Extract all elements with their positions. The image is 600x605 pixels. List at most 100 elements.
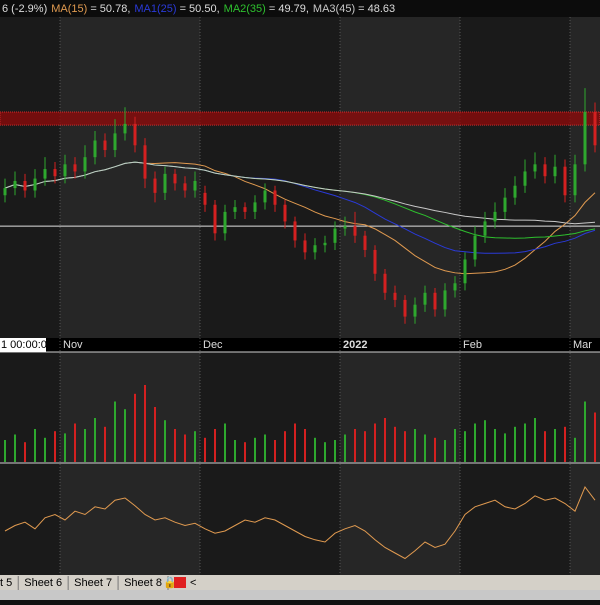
legend-text: = 50.50, [180, 3, 220, 15]
sheet-tab[interactable]: Sheet 8 [124, 576, 169, 590]
sheet-tab[interactable]: Sheet 7 [74, 576, 119, 590]
volume-bar [414, 429, 416, 462]
candle-body [363, 235, 367, 250]
legend-text: MA2(35) [224, 3, 266, 15]
volume-bar [64, 433, 66, 462]
candle-body [583, 111, 587, 165]
header: 6 (-2.9%) MA(15) = 50.78, MA1(25) = 50.50, MA… [2, 3, 395, 15]
volume-bar [94, 418, 96, 462]
volume-bar [144, 385, 146, 462]
candle-body [483, 221, 487, 236]
volume-bar [104, 426, 106, 462]
candle-body [463, 259, 467, 284]
volume-bar [524, 423, 526, 462]
sheet-tab-label[interactable]: Sheet 6 [24, 577, 62, 589]
candle-body [143, 145, 147, 179]
volume-bar [74, 423, 76, 462]
candle-body [63, 164, 67, 177]
candle-body [203, 192, 207, 205]
month-band [200, 17, 340, 575]
volume-bar [34, 429, 36, 462]
volume-bar [54, 431, 56, 462]
candle-body [53, 169, 57, 177]
volume-bar [354, 429, 356, 462]
volume-bar [184, 434, 186, 462]
month-band [340, 17, 460, 575]
sheet-icon[interactable] [174, 577, 186, 588]
sheet-tab[interactable]: Sheet 6 [24, 576, 69, 590]
legend-text: MA1(25) [134, 3, 176, 15]
candle-body [393, 292, 397, 300]
candle-body [433, 292, 437, 310]
volume-bar [474, 423, 476, 462]
volume-bar [584, 401, 586, 462]
candle-body [223, 211, 227, 234]
resistance-zone [0, 111, 600, 126]
volume-bar [394, 426, 396, 462]
volume-bar [504, 433, 506, 462]
volume-bar [434, 437, 436, 462]
candle-body [243, 207, 247, 212]
candle-body [93, 140, 97, 158]
candle-body [513, 185, 517, 198]
candle-body [73, 164, 77, 172]
volume-bar [554, 429, 556, 462]
candle-body [103, 140, 107, 151]
oscillator-line [4, 486, 596, 560]
status-bar [0, 590, 600, 600]
month-band [460, 17, 570, 575]
volume-bar [344, 434, 346, 462]
volume-bar [274, 440, 276, 462]
candle-body [493, 211, 497, 222]
candle-body [383, 273, 387, 293]
candle-body [263, 190, 267, 203]
volume-bar [514, 426, 516, 462]
date-box [0, 338, 46, 352]
moving-average [4, 161, 596, 225]
volume-bar [294, 423, 296, 462]
volume-bar [4, 440, 6, 462]
candle-body [523, 171, 527, 186]
volume-bar [324, 442, 326, 462]
candle-body [413, 304, 417, 317]
share-icon[interactable]: < [190, 577, 196, 589]
volume-bar [24, 442, 26, 462]
month-band [60, 17, 200, 575]
volume-bar [494, 429, 496, 462]
candle-body [173, 173, 177, 184]
candle-body [443, 290, 447, 310]
legend-text: 6 (-2.9%) [2, 3, 47, 15]
volume-bar [384, 418, 386, 462]
volume-bar [594, 412, 596, 462]
legend-text: = 50.78, [90, 3, 130, 15]
volume-bar [44, 437, 46, 462]
candle-body [573, 164, 577, 196]
volume-bar [314, 437, 316, 462]
sheet-tab-label[interactable]: t 5 [0, 577, 12, 589]
sheet-tab[interactable]: t 5 [0, 576, 19, 590]
sheet-tab-label[interactable]: Sheet 7 [74, 577, 112, 589]
candle-body [83, 157, 87, 172]
candle-body [183, 183, 187, 191]
volume-bar [424, 434, 426, 462]
volume-bar [574, 437, 576, 462]
candle-body [473, 235, 477, 260]
candle-body [3, 188, 7, 196]
volume-bar [484, 420, 486, 462]
lock-icon[interactable]: 🔒 [163, 576, 177, 589]
candle-body [403, 299, 407, 317]
candle-body [353, 226, 357, 236]
candle-body [13, 180, 17, 189]
x-tick-label: 2022 [343, 339, 367, 351]
sheet-tab-label[interactable]: Sheet 8 [124, 577, 162, 589]
volume-bar [154, 407, 156, 462]
month-band [0, 17, 60, 575]
header-bar [0, 0, 600, 17]
candle-body [163, 173, 167, 193]
volume-bar [84, 429, 86, 462]
legend-text: MA3(45) [313, 3, 355, 15]
candle-body [303, 240, 307, 253]
volume-bar [454, 429, 456, 462]
candle-body [293, 221, 297, 241]
candle-body [503, 197, 507, 212]
